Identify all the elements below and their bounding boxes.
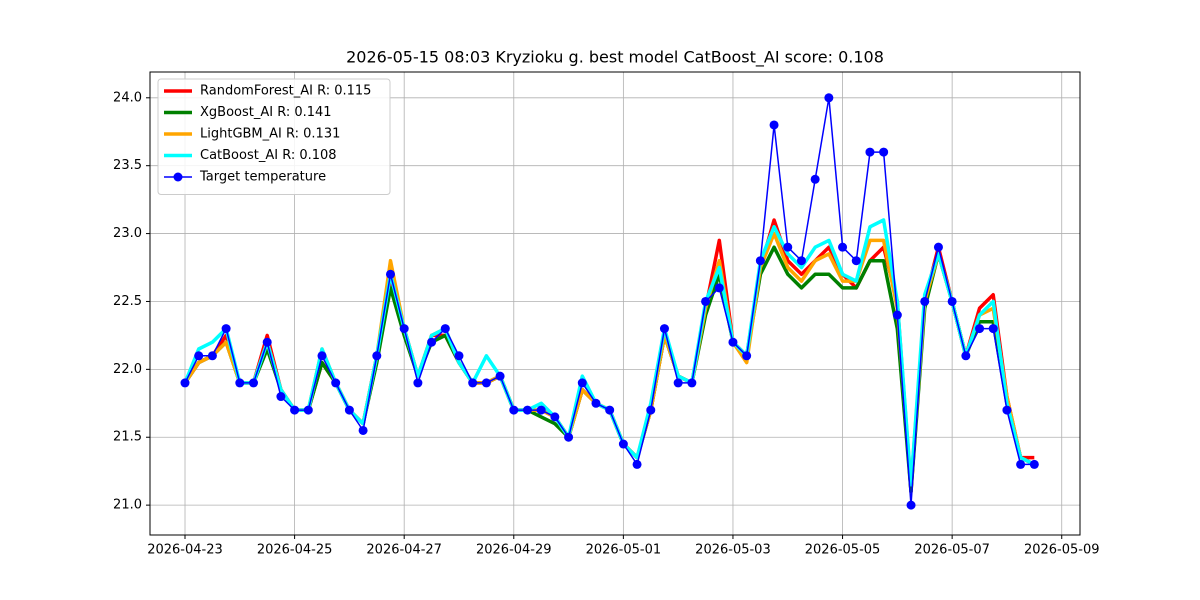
data-point xyxy=(865,147,875,157)
data-point xyxy=(879,147,889,157)
data-point xyxy=(975,324,985,334)
data-point xyxy=(303,405,313,415)
data-point xyxy=(399,324,409,334)
data-point xyxy=(509,405,519,415)
data-point xyxy=(947,296,957,306)
data-point xyxy=(468,378,478,388)
y-tick-label: 22.5 xyxy=(113,294,142,309)
data-point xyxy=(221,324,231,334)
data-point xyxy=(372,351,382,361)
data-point xyxy=(796,256,806,266)
data-point xyxy=(358,425,368,435)
y-tick-label: 21.5 xyxy=(113,430,142,445)
data-point xyxy=(769,120,779,130)
data-point xyxy=(180,378,190,388)
x-tick-label: 2026-04-25 xyxy=(257,543,333,558)
data-point xyxy=(742,351,752,361)
legend-label: Target temperature xyxy=(199,170,326,185)
data-point xyxy=(550,412,560,422)
data-point xyxy=(783,242,793,252)
y-tick-label: 21.0 xyxy=(113,498,142,513)
data-point xyxy=(536,405,546,415)
data-point xyxy=(522,405,532,415)
data-point xyxy=(838,242,848,252)
legend-label: XgBoost_AI R: 0.141 xyxy=(200,105,332,120)
data-point xyxy=(920,296,930,306)
legend-box xyxy=(157,78,391,195)
data-point xyxy=(892,310,902,320)
data-point xyxy=(605,405,615,415)
y-tick-label: 23.0 xyxy=(113,226,142,241)
data-point xyxy=(714,283,724,293)
data-point xyxy=(331,378,341,388)
x-tick-label: 2026-05-03 xyxy=(695,543,771,558)
data-point xyxy=(249,378,259,388)
data-point xyxy=(646,405,656,415)
legend-label: RandomForest_AI R: 0.115 xyxy=(200,84,371,99)
data-point xyxy=(618,439,628,449)
data-point xyxy=(276,392,286,402)
chart-title: 2026-05-15 08:03 Kryzioku g. best model … xyxy=(346,48,884,68)
data-point xyxy=(1002,405,1012,415)
data-point xyxy=(290,405,300,415)
data-point xyxy=(413,378,423,388)
data-point xyxy=(824,93,834,103)
legend: RandomForest_AI R: 0.115 XgBoost_AI R: 0.… xyxy=(157,78,391,195)
y-tick-label: 22.0 xyxy=(113,362,142,377)
data-point xyxy=(851,256,861,266)
data-point xyxy=(906,500,916,510)
data-point xyxy=(933,242,943,252)
x-tick-label: 2026-05-09 xyxy=(1024,543,1100,558)
data-point xyxy=(481,378,491,388)
data-point xyxy=(1016,459,1026,469)
data-point xyxy=(317,351,327,361)
data-point xyxy=(577,378,587,388)
data-point xyxy=(427,337,437,347)
data-point xyxy=(591,398,601,408)
legend-label: LightGBM_AI R: 0.131 xyxy=(200,127,340,142)
data-point xyxy=(235,378,245,388)
legend-marker xyxy=(173,172,183,182)
data-point xyxy=(687,378,697,388)
legend-label: CatBoost_AI R: 0.108 xyxy=(200,148,337,163)
data-point xyxy=(810,174,820,184)
y-tick-label: 24.0 xyxy=(113,90,142,105)
x-tick-label: 2026-05-01 xyxy=(586,543,662,558)
data-point xyxy=(207,351,217,361)
x-tick-label: 2026-05-07 xyxy=(914,543,990,558)
data-point xyxy=(344,405,354,415)
data-point xyxy=(194,351,204,361)
x-tick-label: 2026-04-29 xyxy=(476,543,552,558)
data-point xyxy=(385,269,395,279)
plot-frame xyxy=(149,71,1081,536)
data-point xyxy=(1029,459,1039,469)
x-tick-label: 2026-04-27 xyxy=(366,543,442,558)
data-point xyxy=(755,256,765,266)
data-point xyxy=(988,324,998,334)
x-tick-label: 2026-05-05 xyxy=(805,543,881,558)
data-point xyxy=(495,371,505,381)
data-point xyxy=(262,337,272,347)
data-point xyxy=(961,351,971,361)
data-point xyxy=(564,432,574,442)
data-point xyxy=(454,351,464,361)
data-point xyxy=(440,324,450,334)
x-tick-label: 2026-04-23 xyxy=(147,543,223,558)
data-point xyxy=(673,378,683,388)
data-point xyxy=(728,337,738,347)
data-point xyxy=(632,459,642,469)
y-tick-label: 23.5 xyxy=(113,158,142,173)
data-point xyxy=(701,296,711,306)
data-point xyxy=(659,324,669,334)
